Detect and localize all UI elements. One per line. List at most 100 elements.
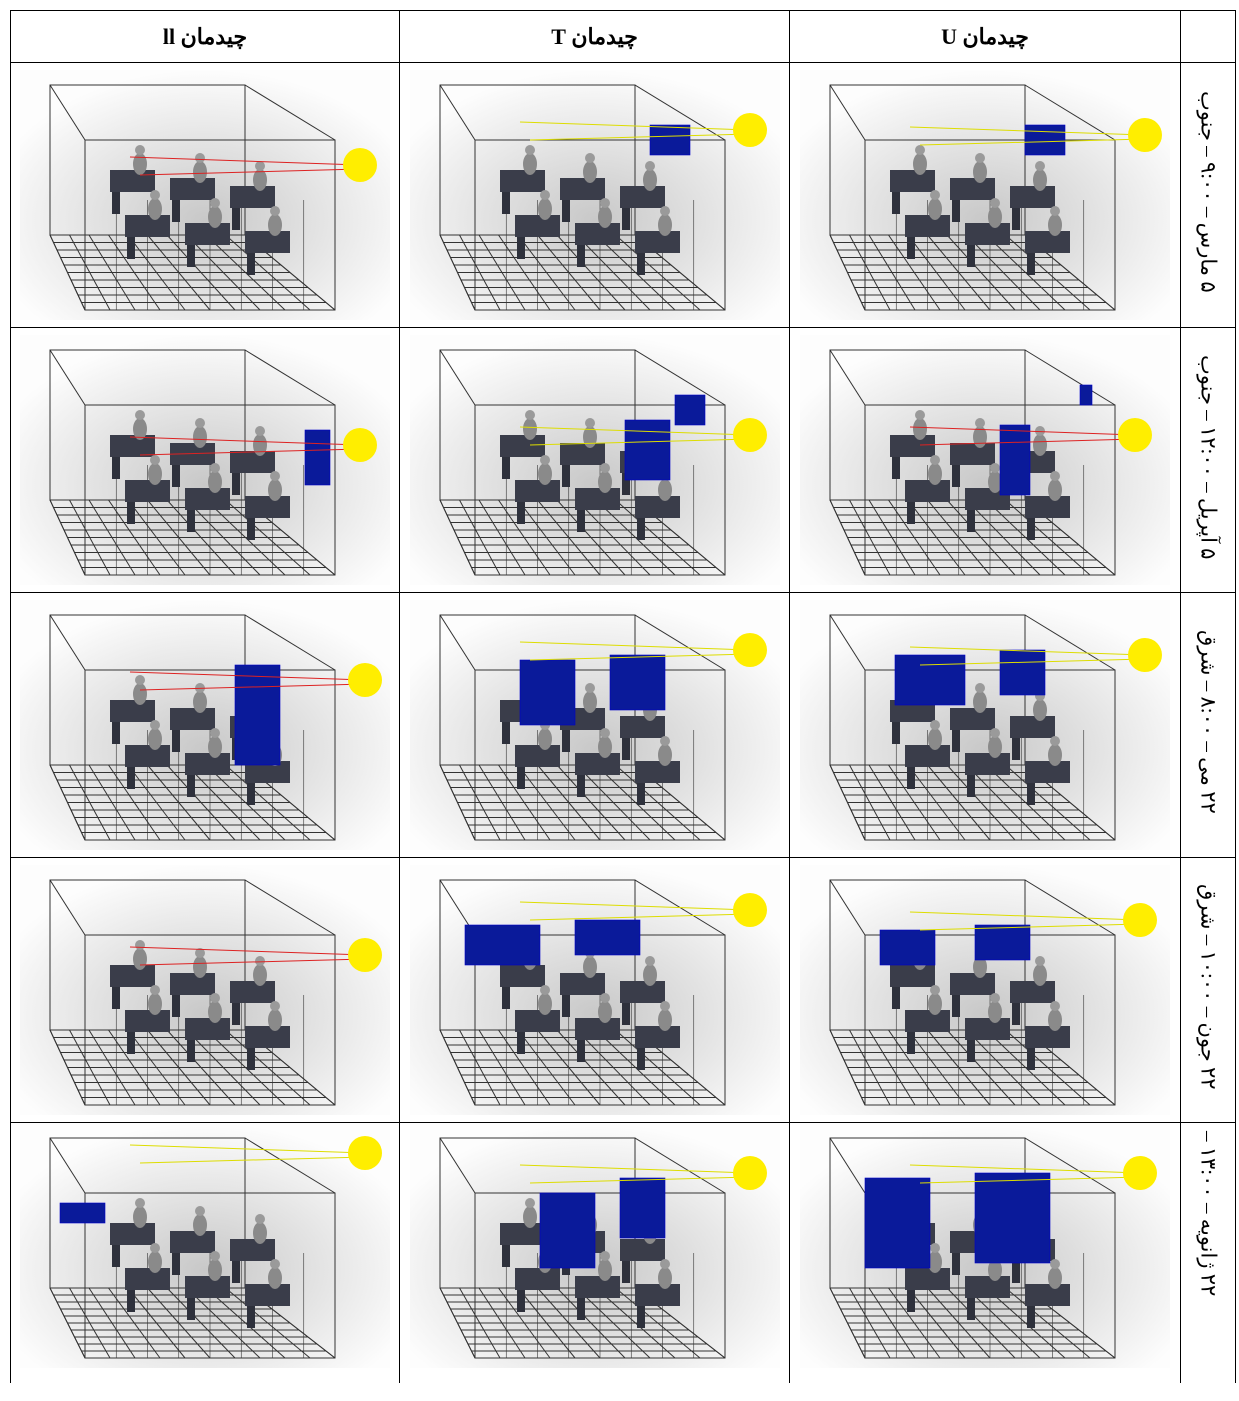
edge — [1024, 879, 1116, 936]
person — [1048, 479, 1062, 501]
wireframe — [49, 879, 336, 1106]
head — [990, 463, 1000, 473]
grid-line — [575, 234, 650, 311]
head — [195, 1206, 205, 1216]
person — [148, 728, 162, 750]
person — [193, 426, 207, 448]
desk-leg — [172, 995, 180, 1017]
desk-leg — [636, 783, 645, 805]
desk — [1025, 231, 1070, 253]
desk — [499, 965, 545, 987]
desk — [559, 443, 605, 465]
desk — [245, 1026, 290, 1048]
sun-ray — [529, 1176, 750, 1184]
desk-leg — [172, 1253, 180, 1275]
head — [990, 993, 1000, 1003]
head — [195, 948, 205, 958]
grid-line — [1005, 1287, 1091, 1359]
image-cell — [399, 857, 790, 1123]
desk — [905, 1268, 950, 1290]
sun — [343, 148, 377, 182]
desk-leg — [112, 457, 120, 479]
desk — [634, 1284, 680, 1306]
row-label: ۲۲ می – ۸:۰۰ – شرق — [1196, 630, 1221, 814]
grid-line — [946, 499, 1016, 576]
person — [988, 206, 1002, 228]
person — [913, 418, 927, 440]
desk — [1010, 981, 1055, 1003]
desk — [905, 480, 950, 502]
sun-ray — [529, 133, 750, 141]
person — [928, 728, 942, 750]
person — [973, 691, 987, 713]
row-label-cell: ۵ آپریل – ۱۲:۰۰ – جنوب — [1180, 327, 1236, 593]
grid-line — [966, 764, 1041, 841]
desk — [559, 178, 605, 200]
grid-line — [595, 1029, 675, 1106]
head — [210, 1251, 220, 1261]
person — [268, 1267, 282, 1289]
render-image — [409, 865, 780, 1115]
grid-line — [225, 1287, 311, 1359]
person — [537, 993, 552, 1015]
desk — [905, 215, 950, 237]
edge — [634, 1137, 725, 1194]
person — [148, 463, 162, 485]
desk-leg — [892, 192, 900, 214]
desk-leg — [561, 465, 570, 487]
head — [990, 198, 1000, 208]
person — [133, 418, 147, 440]
desk — [499, 435, 545, 457]
row-label: ۲۲ جون – ۱۰:۰۰ – شرق — [1196, 884, 1221, 1090]
desk — [950, 973, 995, 995]
grid-line — [946, 1029, 1016, 1106]
person — [1048, 744, 1062, 766]
person — [657, 744, 672, 766]
empty-header — [1180, 10, 1236, 63]
person — [597, 471, 612, 493]
sun — [348, 1136, 382, 1170]
desk-leg — [621, 1003, 630, 1025]
desk-leg — [892, 722, 900, 744]
desk-leg — [112, 192, 120, 214]
desk-leg — [576, 245, 585, 267]
edge — [439, 764, 475, 841]
grid-line — [186, 764, 261, 841]
desk-leg — [501, 1245, 510, 1267]
head — [150, 455, 160, 465]
desk-leg — [172, 730, 180, 752]
sun — [343, 428, 377, 462]
desk-leg — [501, 192, 510, 214]
person — [148, 1251, 162, 1273]
desk — [514, 745, 560, 767]
desk — [230, 1239, 275, 1261]
desk — [185, 1018, 230, 1040]
desk — [1025, 761, 1070, 783]
head — [210, 463, 220, 473]
grid-line — [186, 1287, 261, 1359]
sun — [1128, 638, 1162, 672]
grid-line — [556, 1029, 625, 1106]
desk-leg — [127, 237, 135, 259]
front-face — [84, 669, 336, 841]
head — [1050, 1259, 1060, 1269]
edge — [829, 879, 866, 936]
person — [133, 1206, 147, 1228]
grid-line — [966, 1287, 1041, 1359]
desk-leg — [1012, 208, 1020, 230]
desk — [965, 488, 1010, 510]
desk — [1010, 716, 1055, 738]
image-cell — [399, 1122, 790, 1383]
desk-leg — [952, 995, 960, 1017]
desk — [950, 178, 995, 200]
desk-leg — [952, 730, 960, 752]
edge — [829, 499, 866, 576]
sun-ray — [909, 126, 1146, 136]
person — [913, 153, 927, 175]
sun-ray — [909, 1164, 1141, 1174]
grid-line — [985, 234, 1066, 311]
person — [193, 161, 207, 183]
person — [193, 956, 207, 978]
desk-leg — [232, 208, 240, 230]
front-face — [474, 1192, 725, 1359]
